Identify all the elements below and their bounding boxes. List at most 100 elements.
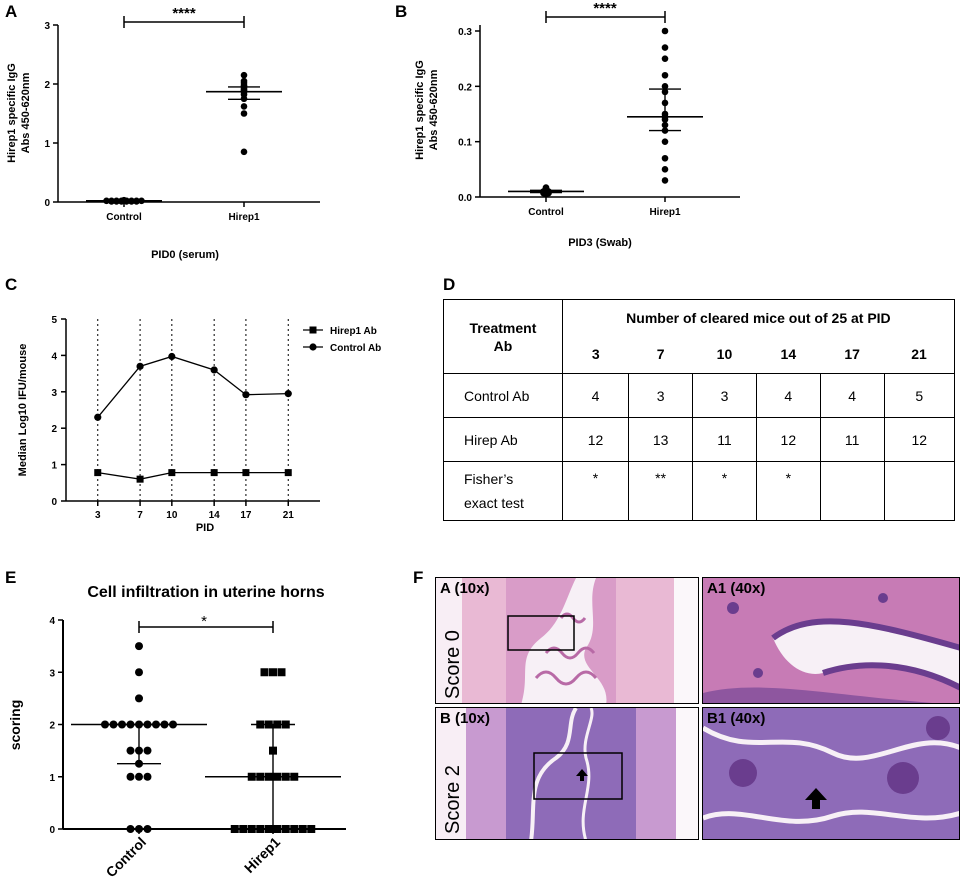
panel-a-x-tick-label: Hirep1 <box>228 212 260 223</box>
panel-e-data-point <box>239 825 248 833</box>
panel-e-data-point <box>143 746 152 755</box>
panel-c-y-tick-label: 2 <box>51 424 57 435</box>
panel-e-data-point <box>143 772 152 781</box>
panel-e-y-tick-label: 0 <box>49 825 55 836</box>
table-row-label-line1: Fisher’s <box>464 471 514 487</box>
table-cell: 11 <box>819 417 885 462</box>
table-header-treatment-line1: Treatment <box>469 319 537 336</box>
panel-e-data-point <box>126 772 135 781</box>
table-col-7: 7 <box>628 335 693 374</box>
table-cell: * <box>755 461 821 521</box>
panel-e-data-point <box>135 825 143 833</box>
panel-a-data-point <box>240 110 248 117</box>
table-cell: 12 <box>755 417 821 462</box>
panel-c-data-point <box>94 469 102 477</box>
table-cell: 3 <box>628 373 694 418</box>
table-header-treatment: Treatment Ab <box>443 299 563 374</box>
panel-e-y-tick-label: 1 <box>49 773 55 784</box>
panel-e-y-tick-label: 4 <box>49 616 55 627</box>
table-row-label: Control Ab <box>443 373 563 418</box>
panel-b-data-point <box>661 71 669 79</box>
panel-c-legend-marker <box>309 343 317 351</box>
panel-e-data-point <box>277 668 286 677</box>
panel-a-y-tick-label: 1 <box>44 139 50 150</box>
panel-e-data-point <box>269 668 277 677</box>
panel-c-y-tick-label: 1 <box>51 461 57 472</box>
panel-a-y-tick-label: 3 <box>44 21 50 32</box>
panel-a-y-tick-label: 0 <box>44 198 50 209</box>
panel-b-significance: **** <box>593 0 617 17</box>
panel-b-ylabel-line2: Abs 450-620nm <box>428 69 440 150</box>
histology-score-2: Score 2 <box>442 765 464 834</box>
table-cell: 3 <box>692 373 757 418</box>
panel-a-y-tick-label: 2 <box>44 80 50 91</box>
panel-a-data-point <box>240 103 248 110</box>
table-row: Hirep Ab 12 13 11 12 11 12 <box>443 417 956 462</box>
panel-c-data-point <box>210 469 218 477</box>
panel-e-data-point <box>135 772 143 781</box>
panel-c-y-tick-label: 5 <box>51 315 57 326</box>
table-row-label: Hirep Ab <box>443 417 563 462</box>
panel-e-data-point <box>126 825 135 833</box>
table-cell: ** <box>628 461 694 521</box>
panel-b-data-point <box>661 27 669 35</box>
histology-image-a <box>436 578 698 703</box>
panel-e-data-point <box>135 642 143 651</box>
panel-e-y-tick-label: 2 <box>49 721 55 732</box>
table-header-span: Number of cleared mice out of 25 at PID <box>561 299 956 336</box>
panel-b-xlabel: PID3 (Swab) <box>568 237 632 249</box>
panel-e-chart: Cell infiltration in uterine horns scori… <box>7 584 346 880</box>
table-col-10: 10 <box>692 335 757 374</box>
panel-e-title: Cell infiltration in uterine horns <box>87 584 324 601</box>
panel-letter-d: D <box>443 275 455 294</box>
panel-c-data-point <box>94 413 102 421</box>
panel-c-series-line <box>97 471 289 480</box>
panel-c-chart: Median Log10 IFU/mouse PID 0 1 2 3 4 5 3 7 10 14 1… <box>17 315 381 534</box>
panel-e-x-tick-label: Control <box>103 834 150 881</box>
histology-tile-a: A (10x) Score 0 <box>435 577 699 704</box>
panel-c-data-point <box>136 362 144 370</box>
cleared-mice-table: Treatment Ab Number of cleared mice out … <box>443 299 956 521</box>
table-cell: 12 <box>561 417 630 462</box>
panel-b-x-tick-label: Control <box>528 207 564 218</box>
histology-tile-b1: B1 (40x) <box>702 707 960 840</box>
histology-label-a: A (10x) <box>440 580 490 597</box>
table-col-3: 3 <box>561 335 629 374</box>
panel-c-data-point <box>284 469 292 477</box>
panel-b-data-point <box>661 44 669 51</box>
panel-e-data-point <box>298 825 307 833</box>
histology-image-b <box>436 708 698 839</box>
table-col-14: 14 <box>756 335 821 374</box>
table-cell: 4 <box>819 373 885 418</box>
panel-c-y-tick-label: 3 <box>51 388 57 399</box>
panel-c-x-tick-label: 3 <box>95 510 101 521</box>
panel-c-data-point <box>136 475 144 483</box>
panel-b-data-point <box>661 166 669 173</box>
table-cell: 4 <box>755 373 821 418</box>
panel-c-data-point <box>168 352 176 361</box>
panel-b-y-tick-label: 0.2 <box>458 82 472 93</box>
panel-c-legend-label: Hirep1 Ab <box>330 326 377 337</box>
panel-c-x-tick-label: 21 <box>283 510 295 521</box>
panel-b-data-point <box>661 177 669 184</box>
table-cell <box>819 461 885 521</box>
table-row: Fisher’s exact test * ** * * <box>443 461 956 521</box>
panel-e-data-point <box>143 825 152 833</box>
panel-letter-a: A <box>5 2 17 21</box>
panel-c-data-point <box>242 469 250 477</box>
panel-e-data-point <box>135 668 143 677</box>
panel-e-data-point <box>230 825 239 833</box>
histology-label-a1: A1 (40x) <box>707 580 766 597</box>
table-cell: 4 <box>561 373 630 418</box>
panel-a-ylabel-line2: Abs 450-620nm <box>20 72 32 153</box>
panel-b-ylabel-line1: Hirep1 specific IgG <box>414 60 426 160</box>
panel-b-data-point <box>661 138 669 145</box>
table-row-label: Fisher’s exact test <box>443 461 563 521</box>
table-col-21: 21 <box>884 335 956 374</box>
panel-a-significance: **** <box>172 5 196 22</box>
panel-e-significance: * <box>201 613 207 630</box>
panel-e-data-point <box>307 825 316 833</box>
panel-b-data-point <box>661 83 669 90</box>
histology-score-0: Score 0 <box>442 630 464 699</box>
